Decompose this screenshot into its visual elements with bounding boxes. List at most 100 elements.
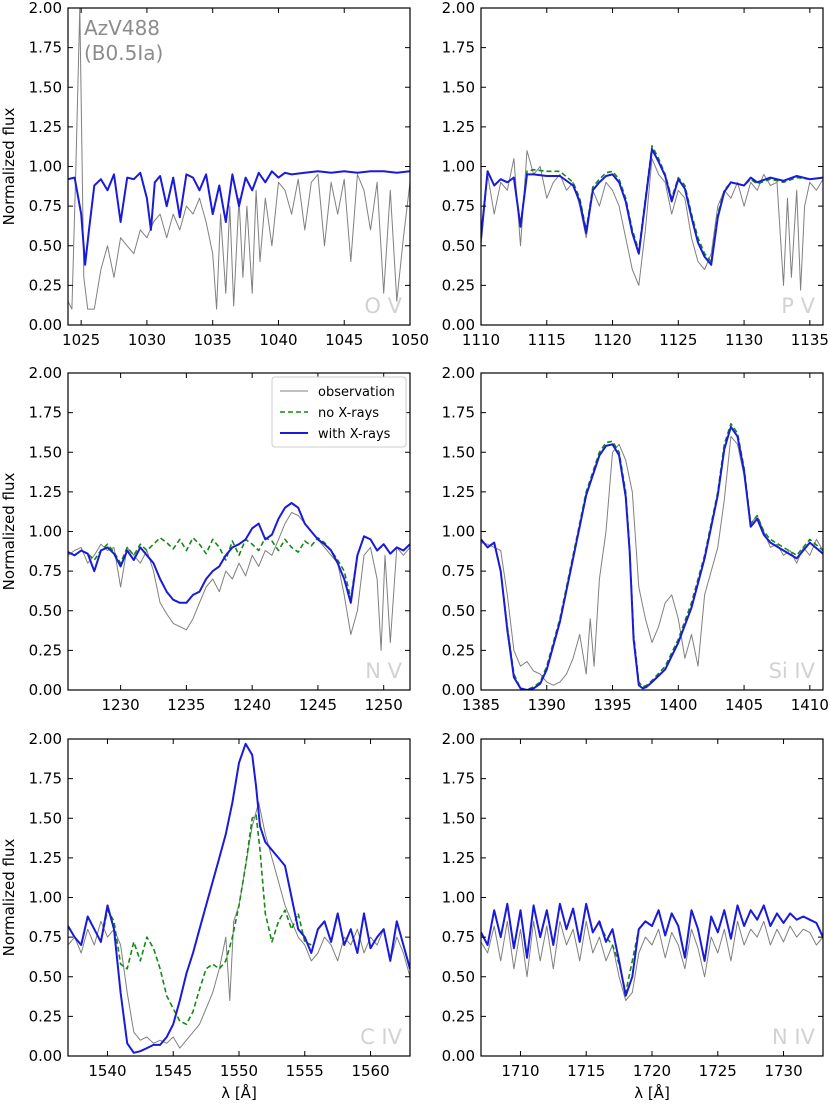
axes-frame	[67, 738, 411, 1057]
series-line-with_xrays	[481, 425, 823, 690]
x-tick-label: 1110	[462, 331, 500, 349]
ion-label: N IV	[772, 1025, 816, 1049]
y-tick-label: 1.25	[29, 118, 62, 136]
y-tick-label: 1.50	[442, 78, 475, 96]
series-line-observation	[481, 920, 823, 1001]
y-tick-label: 1.75	[29, 404, 62, 422]
y-tick-label: 0.25	[442, 276, 475, 294]
y-tick-label: 0.50	[29, 602, 62, 620]
y-tick-label: 0.25	[29, 641, 62, 659]
panel-1-series	[68, 8, 410, 310]
series-line-no_xrays	[481, 422, 823, 690]
series-line-observation	[68, 801, 410, 1049]
x-tick-label: 1235	[167, 696, 205, 714]
x-tick-label: 1040	[259, 331, 297, 349]
panel-5-series	[68, 742, 410, 1054]
y-tick-label: 1.50	[29, 78, 62, 96]
x-tick-label: 1250	[365, 696, 403, 714]
y-tick-label: 0.00	[29, 681, 62, 699]
series-line-with_xrays	[68, 170, 410, 266]
y-tick-label: 2.00	[29, 0, 62, 17]
x-tick-label: 1550	[220, 1062, 258, 1080]
x-tick-label: 1125	[659, 331, 697, 349]
star-label: AzV488	[84, 16, 160, 40]
y-tick-label: 1.50	[442, 443, 475, 461]
x-tick-label: 1715	[567, 1062, 605, 1080]
y-tick-label: 2.00	[442, 0, 475, 17]
x-tick-label: 1135	[791, 331, 829, 349]
x-tick-label: 1395	[593, 696, 631, 714]
x-tick-label: 1725	[699, 1062, 737, 1080]
y-tick-label: 0.00	[29, 316, 62, 334]
series-line-with_xrays	[481, 148, 823, 266]
y-tick-label: 1.50	[29, 809, 62, 827]
panel-4: Si IV 0.00 0.25 0.50 0.75 1.00 1.25 1.50 1.75 2.0…	[442, 364, 829, 714]
legend: observation no X-rays with X-rays	[271, 376, 407, 448]
series-line-with_xrays	[68, 502, 410, 604]
x-tick-label: 1555	[286, 1062, 324, 1080]
x-tick-label: 1230	[102, 696, 140, 714]
y-axis-label: Normalized flux	[0, 473, 18, 591]
y-tick-label: 0.50	[442, 237, 475, 255]
y-tick-label: 1.75	[29, 39, 62, 57]
y-tick-label: 0.75	[29, 197, 62, 215]
y-tick-label: 2.00	[29, 364, 62, 382]
y-tick-label: 0.50	[29, 237, 62, 255]
star-label: (B0.5Ia)	[84, 41, 163, 65]
y-tick-label: 0.75	[442, 928, 475, 946]
x-tick-label: 1385	[462, 696, 500, 714]
y-tick-label: 0.50	[442, 602, 475, 620]
x-axis-label: λ [Å]	[634, 1083, 670, 1102]
y-tick-label: 1.25	[29, 483, 62, 501]
series-line-observation	[481, 435, 823, 686]
x-tick-label: 1245	[299, 696, 337, 714]
y-tick-label: 0.50	[29, 968, 62, 986]
x-tick-label: 1120	[593, 331, 631, 349]
ion-label: N V	[365, 659, 402, 683]
x-axis-label: λ [Å]	[221, 1083, 257, 1102]
y-tick-label: 2.00	[442, 364, 475, 382]
y-tick-label: 0.25	[29, 1007, 62, 1025]
x-tick-label: 1240	[233, 696, 271, 714]
legend-label: no X-rays	[318, 406, 379, 421]
y-tick-label: 1.50	[29, 443, 62, 461]
y-tick-label: 1.00	[442, 158, 475, 176]
x-tick-label: 1720	[633, 1062, 671, 1080]
y-tick-label: 0.50	[442, 968, 475, 986]
y-tick-label: 1.75	[442, 39, 475, 57]
y-tick-label: 0.00	[442, 681, 475, 699]
legend-label: with X-rays	[318, 427, 391, 442]
x-tick-label: 1730	[764, 1062, 802, 1080]
ion-label: P V	[781, 294, 815, 318]
x-tick-label: 1710	[501, 1062, 539, 1080]
x-tick-label: 1045	[325, 331, 363, 349]
y-tick-label: 0.25	[29, 276, 62, 294]
y-tick-label: 1.75	[442, 404, 475, 422]
y-tick-label: 0.00	[442, 1047, 475, 1065]
y-tick-label: 0.75	[29, 928, 62, 946]
x-tick-label: 1050	[391, 331, 429, 349]
y-tick-label: 2.00	[29, 730, 62, 748]
y-tick-label: 0.75	[29, 562, 62, 580]
ion-label: Si IV	[769, 659, 816, 683]
legend-label: observation	[318, 385, 395, 400]
legend-box	[271, 376, 407, 448]
y-tick-label: 0.25	[442, 1007, 475, 1025]
panel-2-series	[481, 145, 823, 291]
y-tick-label: 0.75	[442, 562, 475, 580]
panel-5: C IV 0.00 0.25 0.50 0.75 1.00 1.25 1.50 1.75 2.00…	[0, 730, 411, 1102]
x-tick-label: 1025	[62, 331, 100, 349]
y-tick-label: 0.00	[29, 1047, 62, 1065]
y-tick-label: 1.25	[442, 118, 475, 136]
series-line-with_xrays	[481, 902, 823, 997]
series-line-no_xrays	[68, 814, 312, 1026]
series-line-no_xrays	[68, 535, 410, 599]
y-tick-label: 1.00	[29, 523, 62, 541]
panel-6: N IV 0.00 0.25 0.50 0.75 1.00 1.25 1.50 1.75 2.00…	[442, 730, 824, 1102]
x-tick-label: 1545	[154, 1062, 192, 1080]
y-tick-label: 2.00	[442, 730, 475, 748]
y-axis-label: Normalized flux	[0, 839, 18, 957]
series-line-observation	[481, 150, 823, 291]
